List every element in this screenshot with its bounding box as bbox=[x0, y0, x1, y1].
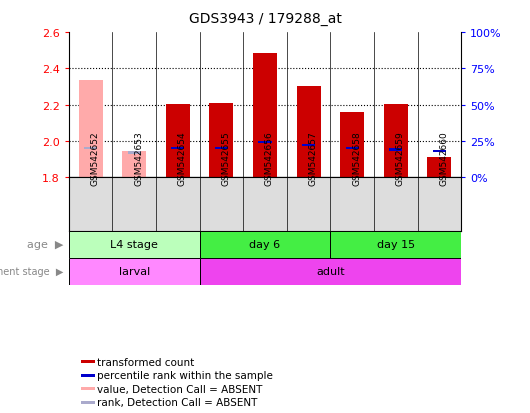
Text: day 15: day 15 bbox=[377, 240, 415, 250]
Text: GSM542654: GSM542654 bbox=[178, 131, 187, 186]
Text: GSM542660: GSM542660 bbox=[439, 131, 448, 186]
Bar bbox=[200, 258, 461, 285]
Bar bbox=[79, 81, 103, 178]
Bar bbox=[432, 150, 446, 153]
Bar bbox=[81, 401, 95, 404]
Bar bbox=[330, 231, 461, 258]
Text: GSM542658: GSM542658 bbox=[352, 131, 361, 186]
Text: GSM542653: GSM542653 bbox=[134, 131, 143, 186]
Bar bbox=[81, 387, 95, 390]
Text: transformed count: transformed count bbox=[97, 357, 195, 367]
Bar bbox=[81, 374, 95, 377]
Text: day 6: day 6 bbox=[250, 240, 280, 250]
Text: GSM542657: GSM542657 bbox=[308, 131, 317, 186]
Text: GSM542655: GSM542655 bbox=[222, 131, 231, 186]
Text: GSM542652: GSM542652 bbox=[91, 131, 100, 186]
Text: L4 stage: L4 stage bbox=[110, 240, 158, 250]
Bar bbox=[128, 152, 141, 154]
Text: adult: adult bbox=[316, 266, 344, 277]
Bar bbox=[84, 147, 98, 150]
Bar bbox=[253, 54, 277, 178]
Bar bbox=[297, 86, 321, 178]
Bar bbox=[171, 147, 184, 150]
Text: value, Detection Call = ABSENT: value, Detection Call = ABSENT bbox=[97, 384, 262, 394]
Text: development stage  ▶: development stage ▶ bbox=[0, 266, 64, 277]
Text: rank, Detection Call = ABSENT: rank, Detection Call = ABSENT bbox=[97, 397, 258, 407]
Text: age  ▶: age ▶ bbox=[27, 240, 64, 250]
Bar bbox=[215, 147, 228, 150]
Bar bbox=[389, 149, 402, 151]
Bar bbox=[69, 258, 200, 285]
Bar bbox=[340, 113, 364, 178]
Text: GSM542656: GSM542656 bbox=[265, 131, 274, 186]
Bar bbox=[81, 360, 95, 363]
Bar bbox=[200, 231, 330, 258]
Text: GDS3943 / 179288_at: GDS3943 / 179288_at bbox=[189, 12, 341, 26]
Bar bbox=[302, 145, 315, 147]
Bar bbox=[259, 142, 271, 144]
Text: larval: larval bbox=[119, 266, 150, 277]
Bar bbox=[122, 152, 146, 178]
Bar bbox=[209, 104, 233, 178]
Bar bbox=[69, 231, 200, 258]
Bar bbox=[166, 104, 190, 178]
Text: percentile rank within the sample: percentile rank within the sample bbox=[97, 370, 273, 380]
Text: GSM542659: GSM542659 bbox=[396, 131, 405, 186]
Bar bbox=[384, 104, 408, 178]
Bar bbox=[346, 147, 359, 150]
Bar bbox=[427, 158, 452, 178]
